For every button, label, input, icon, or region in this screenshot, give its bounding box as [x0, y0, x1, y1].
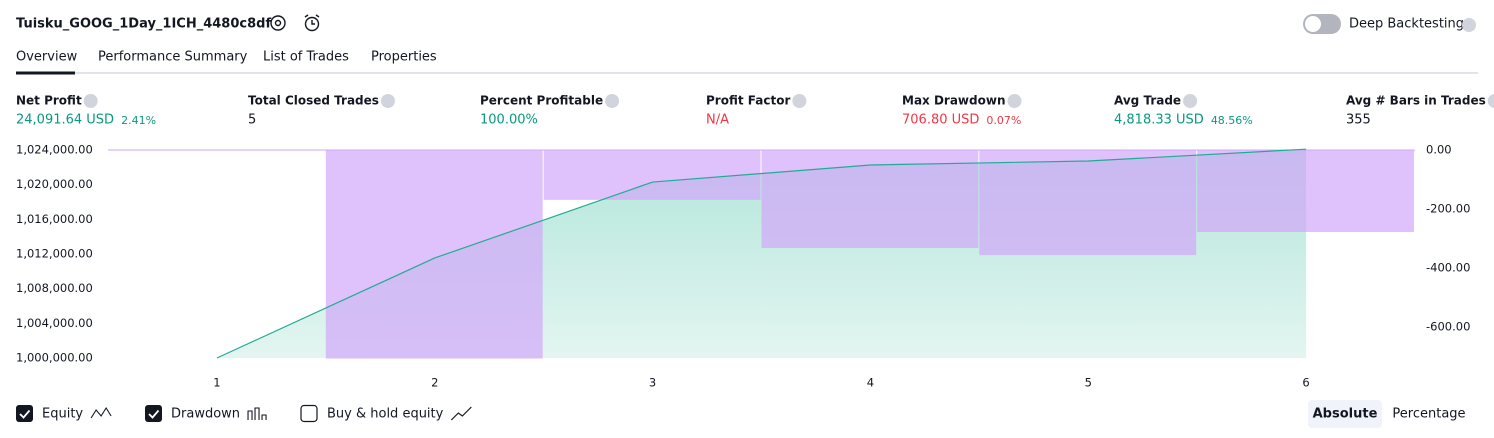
x-tick-label: 1 — [213, 376, 220, 390]
checkbox[interactable] — [16, 405, 33, 422]
legend-label: Equity — [42, 407, 83, 422]
x-tick-label: 2 — [431, 376, 438, 390]
info-icon[interactable] — [792, 94, 807, 108]
legend-label: Drawdown — [171, 407, 240, 422]
metric-value: N/A — [706, 113, 729, 128]
drawdown-bar — [325, 150, 543, 359]
y-tick-label: 1,016,000.00 — [16, 212, 93, 226]
metric-value: 5 — [248, 113, 256, 128]
alert-icon[interactable] — [304, 14, 320, 32]
metric-label: Avg Trade — [1114, 94, 1181, 108]
x-tick-label: 6 — [1302, 376, 1309, 390]
y-tick-label: 1,024,000.00 — [16, 143, 93, 157]
x-tick-label: 5 — [1085, 376, 1092, 390]
info-icon[interactable] — [1183, 94, 1198, 108]
y2-tick-label: 0.00 — [1426, 143, 1452, 157]
tab[interactable]: Properties — [371, 50, 437, 65]
y-tick-label: 1,008,000.00 — [16, 281, 93, 295]
metric-label: Avg # Bars in Trades — [1346, 94, 1486, 108]
scale-button[interactable]: Percentage — [1392, 407, 1465, 422]
help-icon[interactable] — [1462, 18, 1476, 32]
metric-sub: 0.07% — [986, 114, 1021, 127]
y2-tick-label: -200.00 — [1426, 202, 1470, 216]
check — [19, 409, 31, 419]
metric-sub: 2.41% — [121, 114, 156, 127]
metric-label: Net Profit — [16, 94, 82, 108]
metric-value: 100.00% — [480, 113, 538, 128]
metric-label: Max Drawdown — [902, 94, 1005, 108]
legend-icon — [450, 406, 472, 421]
info-icon[interactable] — [380, 94, 395, 108]
metric-label: Profit Factor — [706, 94, 790, 108]
metric-value: 706.80 USD — [902, 113, 979, 128]
metric-value: 355 — [1346, 113, 1371, 128]
drawdown-bar — [1197, 150, 1414, 233]
strategy-title: Tuisku_GOOG_1Day_1ICH_4480c8df — [16, 17, 271, 32]
metric-label: Percent Profitable — [480, 94, 603, 108]
toggle-label: Deep Backtesting — [1349, 17, 1464, 32]
y-tick-label: 1,004,000.00 — [16, 316, 93, 330]
checkbox[interactable] — [300, 404, 318, 423]
equity-line — [216, 148, 1307, 359]
settings-icon[interactable] — [270, 15, 286, 31]
metric-label: Total Closed Trades — [248, 94, 379, 108]
drawdown-bar — [979, 150, 1197, 256]
metric-sub: 48.56% — [1211, 114, 1253, 127]
info-icon[interactable] — [1007, 94, 1022, 108]
y-tick-label: 1,020,000.00 — [16, 177, 93, 191]
toggle-knob — [1305, 16, 1321, 32]
tab[interactable]: Performance Summary — [98, 50, 248, 65]
legend-icon — [247, 407, 267, 420]
metric-value: 4,818.33 USD — [1114, 113, 1204, 128]
tab[interactable]: List of Trades — [263, 50, 349, 65]
info-icon[interactable] — [83, 94, 98, 108]
scale-button[interactable]: Absolute — [1313, 407, 1378, 422]
checkbox[interactable] — [145, 405, 162, 422]
x-tick-label: 4 — [867, 376, 874, 390]
x-tick-label: 3 — [649, 376, 656, 390]
info-icon[interactable] — [605, 94, 620, 108]
scale-button-active[interactable] — [1308, 400, 1382, 428]
info-icon[interactable] — [1487, 94, 1494, 108]
tab[interactable]: Overview — [16, 50, 78, 65]
y-tick-label: 1,000,000.00 — [16, 351, 93, 365]
drawdown-bar — [761, 150, 979, 248]
legend-label: Buy & hold equity — [327, 407, 444, 422]
legend-icon — [90, 406, 112, 419]
drawdown-bar — [543, 150, 761, 200]
check — [148, 409, 160, 419]
y-tick-label: 1,012,000.00 — [16, 247, 93, 261]
y2-tick-label: -600.00 — [1426, 320, 1470, 334]
y2-tick-label: -400.00 — [1426, 261, 1470, 275]
metric-value: 24,091.64 USD — [16, 113, 114, 128]
